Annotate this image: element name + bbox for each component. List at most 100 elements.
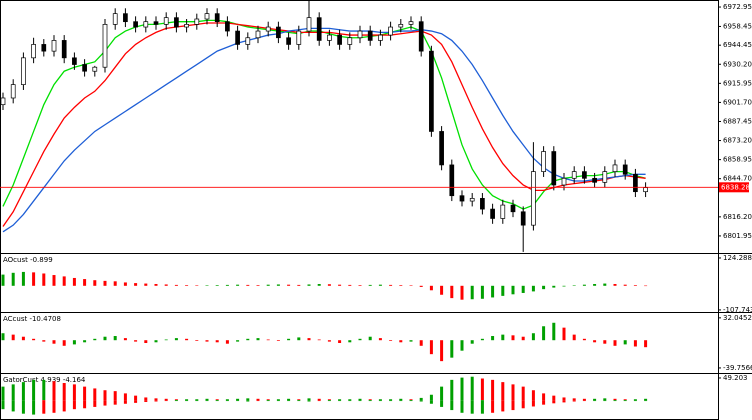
histogram-bar	[307, 338, 311, 341]
candle-body	[643, 187, 648, 193]
histogram-bar	[368, 336, 372, 341]
histogram-bar	[256, 285, 260, 286]
histogram-bar	[521, 285, 525, 293]
histogram-bar	[368, 400, 372, 402]
histogram-bar	[348, 340, 352, 343]
candle-body	[204, 13, 210, 20]
histogram-bar	[144, 283, 148, 286]
histogram-bar	[389, 399, 393, 401]
candle-body	[316, 17, 322, 41]
histogram-bar	[623, 400, 627, 402]
histogram-bar	[317, 284, 321, 286]
histogram-bar	[613, 284, 617, 286]
candle-body	[133, 21, 138, 28]
candle-body	[82, 64, 87, 72]
histogram-bar	[419, 340, 423, 346]
histogram-bar	[603, 283, 607, 286]
candle-body	[541, 151, 546, 172]
histogram-bar	[327, 284, 331, 286]
histogram-bar	[542, 285, 546, 290]
candle-body	[551, 151, 557, 186]
histogram-bar	[582, 338, 586, 341]
histogram-bar	[470, 285, 474, 300]
histogram-bar	[409, 340, 413, 342]
candle-body	[92, 66, 98, 72]
histogram-bar	[338, 400, 342, 402]
histogram-bar	[52, 400, 56, 413]
histogram-bar	[164, 400, 168, 402]
histogram-bar	[327, 399, 331, 401]
histogram-bar	[93, 400, 97, 407]
indicator-line	[2, 19, 646, 210]
histogram-bar	[531, 400, 535, 407]
histogram-bar	[429, 400, 433, 404]
candle-body	[0, 97, 6, 106]
histogram-bar	[633, 340, 637, 347]
histogram-bar	[327, 340, 331, 342]
y-tick-label: 6972.95	[723, 3, 752, 11]
y-tick-label: 6944.45	[723, 41, 752, 49]
histogram-bar	[113, 336, 117, 341]
histogram-bar	[521, 336, 525, 341]
candle-body	[520, 211, 526, 226]
histogram-bar	[225, 400, 229, 402]
candle-body	[10, 84, 16, 99]
histogram-bar	[11, 400, 15, 412]
histogram-bar	[32, 338, 36, 341]
candle-body	[480, 198, 485, 210]
histogram-bar	[287, 338, 291, 341]
candle-body	[245, 37, 251, 45]
histogram-bar	[429, 394, 433, 401]
histogram-bar	[633, 399, 637, 401]
histogram-bar	[368, 399, 372, 401]
histogram-bar	[450, 285, 454, 299]
histogram-bar	[195, 340, 199, 341]
candle-body	[561, 177, 567, 186]
histogram-bar	[52, 275, 56, 286]
histogram-bar	[276, 400, 280, 402]
histogram-bar	[225, 284, 229, 286]
histogram-bar	[246, 284, 250, 286]
candle-body	[592, 177, 597, 183]
histogram-bar	[154, 340, 158, 343]
histogram-bar	[593, 400, 597, 402]
candle-body	[276, 26, 281, 39]
histogram-bar	[521, 386, 525, 401]
histogram-bar	[297, 284, 301, 286]
histogram-bar	[644, 398, 648, 401]
histogram-bar	[42, 340, 46, 342]
candle-body	[469, 198, 475, 202]
histogram-bar	[185, 338, 189, 341]
histogram-bar	[593, 398, 597, 401]
histogram-bar	[317, 339, 321, 341]
histogram-bar	[623, 340, 627, 345]
histogram-bar	[531, 390, 535, 401]
histogram-bar	[460, 285, 464, 300]
indicator-line	[2, 22, 646, 227]
histogram-bar	[480, 338, 484, 341]
histogram-bar	[521, 400, 525, 409]
histogram-bar	[103, 390, 107, 401]
candle-body	[429, 50, 434, 132]
candle-body	[622, 164, 628, 175]
histogram-bar	[409, 285, 413, 286]
histogram-bar	[154, 400, 158, 402]
histogram-bar	[644, 340, 648, 348]
histogram-bar	[409, 400, 413, 402]
candle-body	[612, 164, 618, 172]
histogram-bar	[174, 338, 178, 341]
histogram-bar	[399, 285, 403, 286]
histogram-bar	[103, 280, 107, 286]
histogram-bar	[358, 400, 362, 402]
histogram-bar	[603, 400, 607, 402]
histogram-bar	[62, 400, 66, 412]
histogram-bar	[32, 379, 36, 401]
y-tick-label: 6930.20	[723, 60, 752, 68]
candle-body	[357, 30, 363, 39]
histogram-bar	[52, 340, 56, 344]
candle-body	[72, 57, 77, 65]
histogram-bar	[32, 272, 36, 286]
histogram-bar	[501, 400, 505, 412]
candle-body	[337, 34, 342, 45]
histogram-bar	[450, 400, 454, 411]
